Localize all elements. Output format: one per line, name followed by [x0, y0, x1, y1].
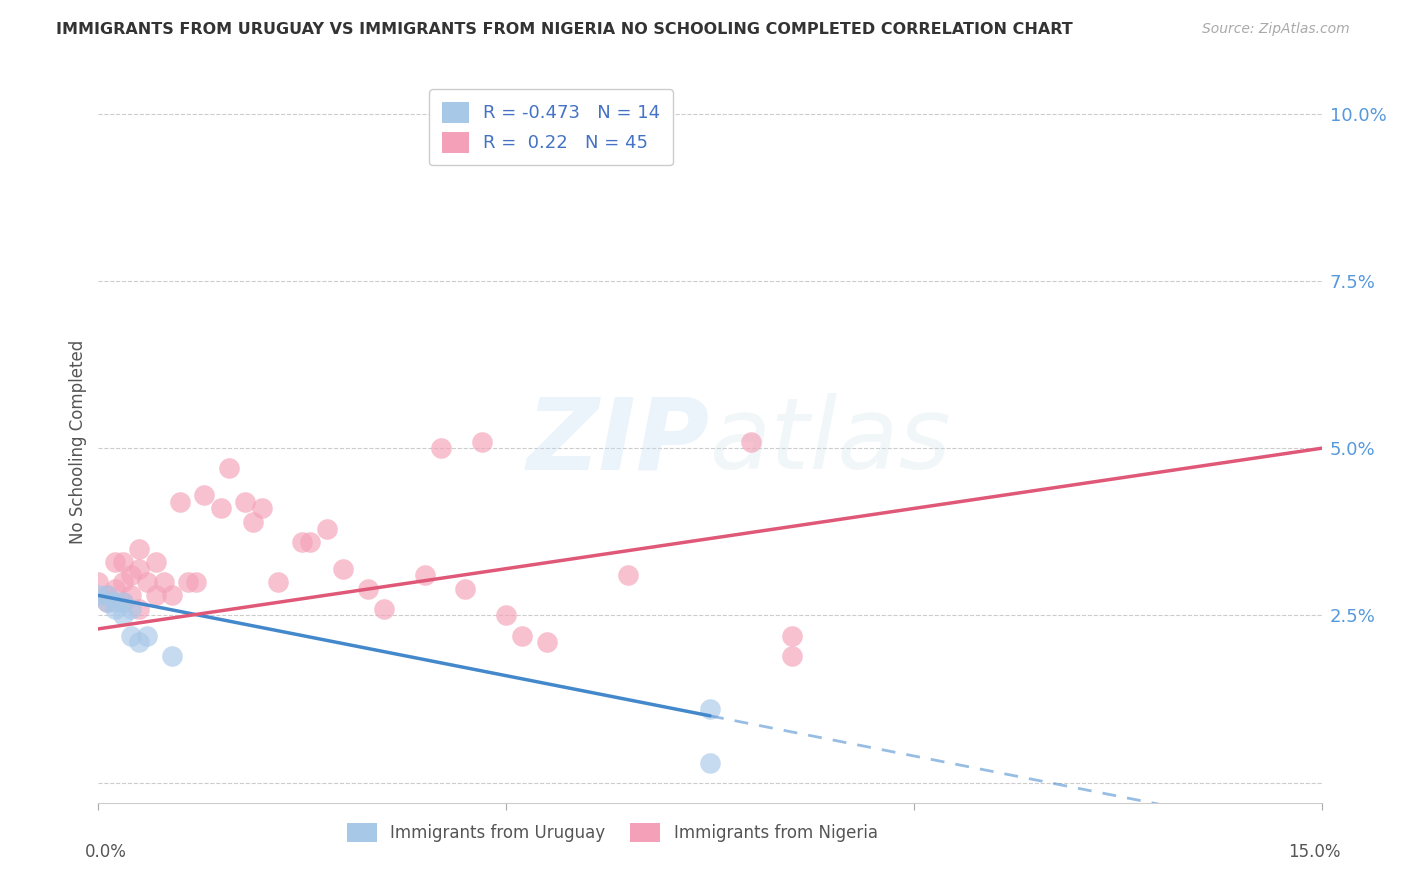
Point — [96, 595, 118, 609]
Point — [454, 582, 477, 596]
Text: Source: ZipAtlas.com: Source: ZipAtlas.com — [1202, 22, 1350, 37]
Point — [267, 574, 290, 589]
Point — [96, 589, 118, 603]
Point — [218, 461, 240, 475]
Point — [177, 574, 200, 589]
Point — [780, 628, 803, 642]
Point — [250, 501, 273, 516]
Point — [120, 568, 142, 582]
Point — [120, 628, 142, 642]
Point — [699, 702, 721, 716]
Point — [152, 574, 174, 589]
Point — [145, 555, 167, 569]
Y-axis label: No Schooling Completed: No Schooling Completed — [69, 340, 87, 543]
Point — [242, 515, 264, 529]
Text: 15.0%: 15.0% — [1288, 843, 1341, 861]
Point — [120, 589, 142, 603]
Point — [299, 534, 322, 549]
Point — [96, 589, 118, 603]
Point — [104, 601, 127, 615]
Point — [145, 589, 167, 603]
Point — [186, 574, 208, 589]
Point — [780, 648, 803, 663]
Point — [128, 601, 150, 615]
Point — [104, 595, 127, 609]
Point — [128, 635, 150, 649]
Point — [160, 589, 183, 603]
Point — [291, 534, 314, 549]
Point — [233, 494, 256, 508]
Legend: Immigrants from Uruguay, Immigrants from Nigeria: Immigrants from Uruguay, Immigrants from… — [340, 816, 884, 848]
Point — [315, 521, 337, 535]
Point — [332, 562, 354, 576]
Text: IMMIGRANTS FROM URUGUAY VS IMMIGRANTS FROM NIGERIA NO SCHOOLING COMPLETED CORREL: IMMIGRANTS FROM URUGUAY VS IMMIGRANTS FR… — [56, 22, 1073, 37]
Point — [128, 562, 150, 576]
Point — [87, 574, 110, 589]
Point — [136, 574, 159, 589]
Point — [87, 589, 110, 603]
Point — [104, 555, 127, 569]
Text: ZIP: ZIP — [527, 393, 710, 490]
Point — [111, 595, 134, 609]
Point — [160, 648, 183, 663]
Point — [413, 568, 436, 582]
Point — [111, 608, 134, 623]
Point — [96, 595, 118, 609]
Point — [430, 441, 453, 455]
Point — [136, 628, 159, 642]
Point — [471, 434, 494, 449]
Point — [193, 488, 215, 502]
Point — [699, 756, 721, 770]
Point — [373, 601, 395, 615]
Text: 0.0%: 0.0% — [84, 843, 127, 861]
Point — [740, 434, 762, 449]
Point — [512, 628, 534, 642]
Point — [111, 555, 134, 569]
Point — [128, 541, 150, 556]
Point — [111, 595, 134, 609]
Point — [495, 608, 517, 623]
Point — [120, 601, 142, 615]
Point — [617, 568, 640, 582]
Point — [209, 501, 232, 516]
Point — [356, 582, 378, 596]
Point — [111, 574, 134, 589]
Point — [169, 494, 191, 508]
Text: atlas: atlas — [710, 393, 952, 490]
Point — [536, 635, 558, 649]
Point — [104, 582, 127, 596]
